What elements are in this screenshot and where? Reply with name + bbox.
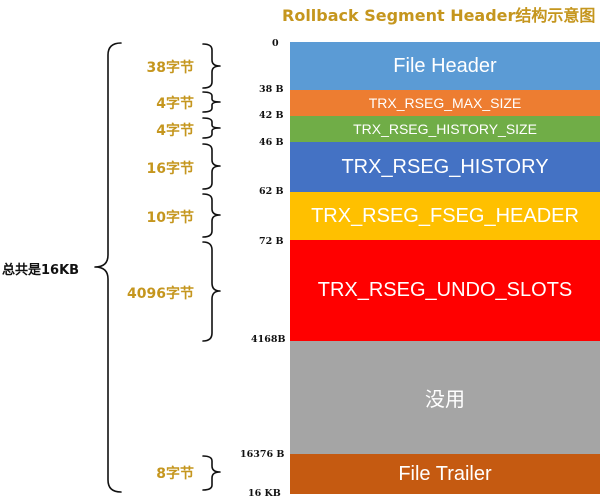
size-brace: [202, 117, 221, 139]
segment-label: File Header: [393, 54, 497, 77]
size-label: 4字节: [156, 123, 194, 139]
offset-label: 16 KB: [248, 488, 281, 499]
segment-label: File Trailer: [398, 462, 492, 485]
offset-label: 0: [272, 38, 279, 49]
segment-label: 没用: [425, 387, 465, 411]
segment-label: TRX_RSEG_FSEG_HEADER: [311, 204, 579, 227]
offset-label: 46 B: [259, 137, 284, 148]
total-size-label: 总共是16KB: [2, 263, 80, 278]
segment-trx-rseg-max-size: TRX_RSEG_MAX_SIZE: [290, 90, 600, 116]
offset-label: 4168B: [251, 334, 286, 345]
segment-file-trailer: File Trailer: [290, 454, 600, 494]
segment-trx-rseg-undo-slots: TRX_RSEG_UNDO_SLOTS: [290, 240, 600, 341]
size-brace: [202, 91, 221, 113]
segment-trx-rseg-history: TRX_RSEG_HISTORY: [290, 142, 600, 192]
segment-unused: 没用: [290, 341, 600, 454]
segment-label: TRX_RSEG_HISTORY: [341, 155, 549, 178]
size-brace: [202, 241, 221, 342]
segment-label: TRX_RSEG_MAX_SIZE: [368, 95, 522, 111]
size-label: 4字节: [156, 96, 194, 112]
offset-label: 42 B: [259, 110, 284, 121]
segment-label: TRX_RSEG_HISTORY_SIZE: [353, 121, 537, 137]
size-label: 16字节: [146, 161, 194, 177]
size-label: 8字节: [156, 466, 194, 482]
size-label: 4096字节: [127, 286, 194, 302]
offset-label: 38 B: [259, 84, 284, 95]
offset-label: 62 B: [259, 186, 284, 197]
segment-trx-rseg-history-size: TRX_RSEG_HISTORY_SIZE: [290, 116, 600, 142]
offset-label: 16376 B: [240, 449, 285, 460]
size-brace: [202, 193, 221, 238]
size-label: 38字节: [146, 60, 194, 76]
diagram-title: Rollback Segment Header结构示意图: [282, 6, 596, 25]
size-brace: [202, 43, 221, 89]
size-label: 10字节: [146, 210, 194, 226]
segment-file-header: File Header: [290, 42, 600, 90]
size-brace: [202, 455, 221, 491]
offset-label: 72 B: [259, 236, 284, 247]
total-brace: [94, 42, 122, 493]
size-brace: [202, 143, 221, 190]
segment-trx-rseg-fseg-header: TRX_RSEG_FSEG_HEADER: [290, 192, 600, 240]
segment-label: TRX_RSEG_UNDO_SLOTS: [317, 279, 573, 301]
